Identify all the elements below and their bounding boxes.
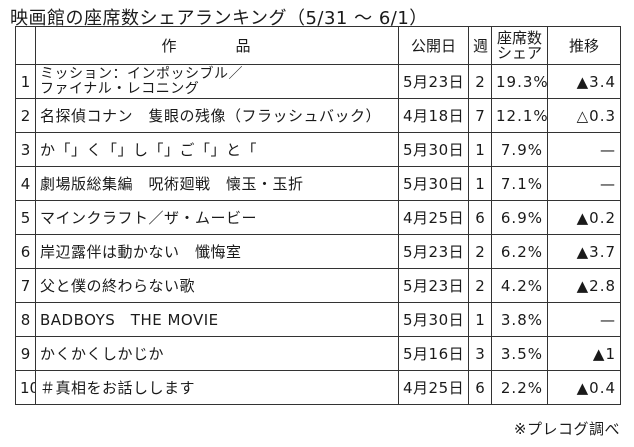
table-row: 2 名探偵コナン 隻眼の残像（フラッシュバック） 4月18日 7 12.1% △0.3 [15, 98, 621, 133]
cell-weeks: 6 [468, 200, 492, 235]
cell-trend: — [547, 132, 621, 167]
cell-title: 名探偵コナン 隻眼の残像（フラッシュバック） [35, 98, 399, 133]
cell-trend: ▲1 [547, 336, 621, 371]
cell-seat-share: 3.8% [491, 302, 548, 337]
table-row: 7 父と僕の終わらない歌 5月23日 2 4.2% ▲2.8 [15, 268, 621, 303]
ranking-table: 作 品 公開日 週 座席数 シェア 推移 1 ミッション：インポッシブル／ ファイナル… [15, 26, 621, 405]
cell-release-date: 4月25日 [398, 200, 469, 235]
cell-title: 岸辺露伴は動かない 懺悔室 [35, 234, 399, 269]
cell-seat-share: 7.9% [491, 132, 548, 167]
header-title: 作 品 [35, 26, 399, 65]
cell-weeks: 1 [468, 132, 492, 167]
table-row: 1 ミッション：インポッシブル／ ファイナル・レコニング 5月23日 2 19.3% ▲3.… [15, 64, 621, 99]
cell-rank: 7 [15, 268, 36, 303]
cell-weeks: 1 [468, 302, 492, 337]
cell-seat-share: 3.5% [491, 336, 548, 371]
cell-rank: 6 [15, 234, 36, 269]
cell-release-date: 5月23日 [398, 234, 469, 269]
cell-title: 劇場版総集編 呪術廻戦 懐玉・玉折 [35, 166, 399, 201]
cell-rank: 8 [15, 302, 36, 337]
header-rank [15, 26, 36, 65]
table-row: 6 岸辺露伴は動かない 懺悔室 5月23日 2 6.2% ▲3.7 [15, 234, 621, 269]
cell-rank: 10 [15, 370, 36, 405]
table-row: 3 か「」く「」し「」ご「」と「 5月30日 1 7.9% — [15, 132, 621, 167]
cell-trend: ▲0.2 [547, 200, 621, 235]
header-date: 公開日 [398, 26, 469, 65]
cell-weeks: 2 [468, 234, 492, 269]
source-note: ※プレコグ調べ [513, 420, 620, 438]
table-row: 5 マインクラフト／ザ・ムービー 4月25日 6 6.9% ▲0.2 [15, 200, 621, 235]
header-trend: 推移 [547, 26, 621, 65]
cell-trend: — [547, 302, 621, 337]
cell-release-date: 5月30日 [398, 132, 469, 167]
cell-trend: ▲3.7 [547, 234, 621, 269]
table-row: 4 劇場版総集編 呪術廻戦 懐玉・玉折 5月30日 1 7.1% — [15, 166, 621, 201]
cell-seat-share: 6.2% [491, 234, 548, 269]
cell-weeks: 6 [468, 370, 492, 405]
cell-title: ＃真相をお話しします [35, 370, 399, 405]
cell-rank: 4 [15, 166, 36, 201]
table-header-row: 作 品 公開日 週 座席数 シェア 推移 [15, 26, 621, 65]
table-row: 8 BADBOYS THE MOVIE 5月30日 1 3.8% — [15, 302, 621, 337]
cell-release-date: 5月30日 [398, 302, 469, 337]
cell-rank: 1 [15, 64, 36, 99]
cell-title: か「」く「」し「」ご「」と「 [35, 132, 399, 167]
cell-seat-share: 2.2% [491, 370, 548, 405]
cell-weeks: 7 [468, 98, 492, 133]
cell-seat-share: 4.2% [491, 268, 548, 303]
cell-title: かくかくしかじか [35, 336, 399, 371]
page-title: 映画館の座席数シェアランキング（5/31 〜 6/1） [10, 8, 428, 29]
cell-seat-share: 19.3% [491, 64, 548, 99]
cell-trend: ▲3.4 [547, 64, 621, 99]
cell-trend: △0.3 [547, 98, 621, 133]
cell-seat-share: 12.1% [491, 98, 548, 133]
cell-seat-share: 7.1% [491, 166, 548, 201]
table-row: 9 かくかくしかじか 5月16日 3 3.5% ▲1 [15, 336, 621, 371]
cell-rank: 2 [15, 98, 36, 133]
cell-rank: 5 [15, 200, 36, 235]
cell-trend: — [547, 166, 621, 201]
cell-release-date: 4月18日 [398, 98, 469, 133]
cell-release-date: 5月30日 [398, 166, 469, 201]
cell-rank: 9 [15, 336, 36, 371]
cell-weeks: 3 [468, 336, 492, 371]
cell-release-date: 4月25日 [398, 370, 469, 405]
cell-weeks: 1 [468, 166, 492, 201]
cell-title: ミッション：インポッシブル／ ファイナル・レコニング [35, 64, 399, 99]
cell-rank: 3 [15, 132, 36, 167]
header-weeks: 週 [468, 26, 492, 65]
cell-release-date: 5月23日 [398, 64, 469, 99]
cell-weeks: 2 [468, 268, 492, 303]
cell-release-date: 5月23日 [398, 268, 469, 303]
header-share: 座席数 シェア [491, 26, 548, 65]
cell-title: マインクラフト／ザ・ムービー [35, 200, 399, 235]
cell-title: BADBOYS THE MOVIE [35, 302, 399, 337]
cell-release-date: 5月16日 [398, 336, 469, 371]
cell-trend: ▲2.8 [547, 268, 621, 303]
cell-weeks: 2 [468, 64, 492, 99]
table-body: 1 ミッション：インポッシブル／ ファイナル・レコニング 5月23日 2 19.3% ▲3.… [15, 64, 621, 405]
cell-trend: ▲0.4 [547, 370, 621, 405]
cell-title: 父と僕の終わらない歌 [35, 268, 399, 303]
cell-seat-share: 6.9% [491, 200, 548, 235]
